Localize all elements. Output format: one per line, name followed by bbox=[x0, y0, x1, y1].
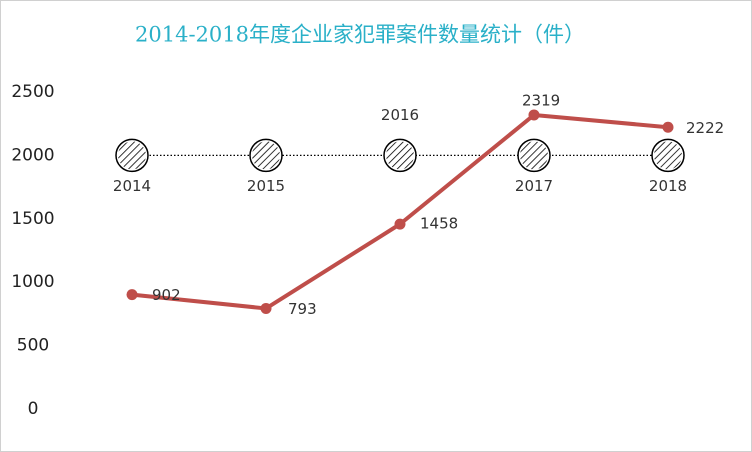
data-label: 2319 bbox=[522, 91, 560, 109]
y-tick-label: 2500 bbox=[11, 82, 54, 102]
data-point bbox=[260, 302, 272, 314]
y-tick-label: 500 bbox=[17, 336, 49, 356]
reference-marker-hatch bbox=[386, 141, 414, 170]
chart-title: 2014-2018年度企业家犯罪案件数量统计（件） bbox=[135, 23, 585, 47]
y-tick-label: 0 bbox=[28, 399, 39, 419]
y-tick-label: 2000 bbox=[11, 145, 54, 165]
category-label: 2018 bbox=[649, 177, 687, 195]
data-point bbox=[126, 289, 138, 301]
data-label: 793 bbox=[288, 300, 317, 318]
y-tick-label: 1500 bbox=[11, 209, 54, 229]
data-label: 1458 bbox=[420, 215, 458, 233]
data-label: 2222 bbox=[686, 119, 724, 137]
reference-marker-hatch bbox=[520, 141, 548, 170]
category-label: 2017 bbox=[515, 177, 553, 195]
category-label: 2015 bbox=[247, 177, 285, 195]
category-label: 2014 bbox=[113, 177, 151, 195]
y-tick-label: 1000 bbox=[11, 272, 54, 292]
reference-marker-hatch bbox=[654, 141, 682, 170]
data-point bbox=[528, 109, 540, 121]
data-label: 902 bbox=[152, 286, 181, 304]
reference-marker-hatch bbox=[118, 141, 146, 170]
reference-marker-hatch bbox=[252, 141, 280, 170]
data-point bbox=[394, 218, 406, 230]
category-label: 2016 bbox=[381, 106, 419, 124]
data-point bbox=[662, 121, 674, 133]
